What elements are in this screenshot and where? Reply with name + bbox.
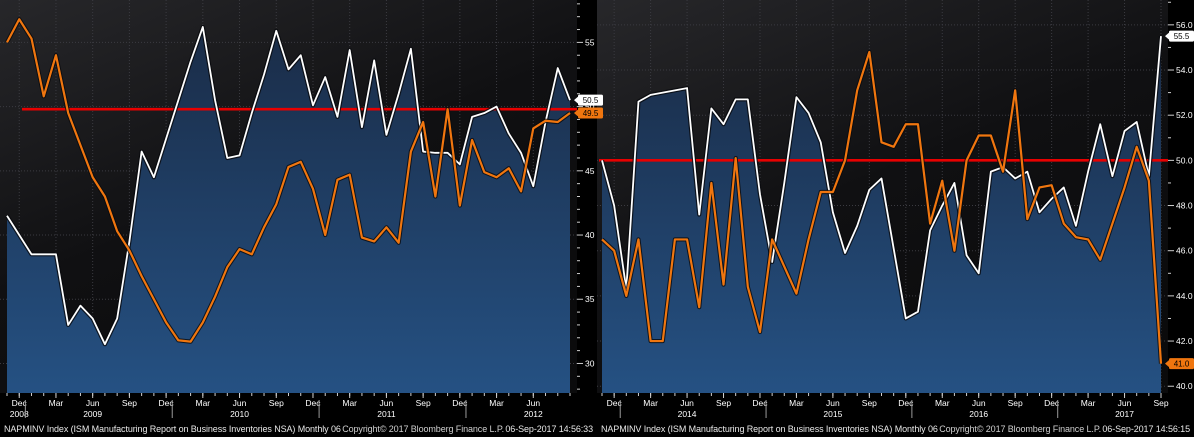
x-tick-label: Mar [643,398,658,408]
white-line [601,36,1162,320]
x-tick-label: Jun [680,398,694,408]
x-axis: Dec Mar Jun Sep Dec Mar Jun Sep Dec Mar Jun Sep Dec M… [601,393,1169,419]
last-value-badge-orange-line: 49.5 [574,107,603,119]
x-tick-label: Dec [159,398,175,408]
white-series-area [602,36,1161,393]
svg-text:41.0: 41.0 [1174,360,1190,369]
y-tick-label: 48.0 [1176,201,1193,211]
timestamp: 06-Sep-2017 14:56:15 [1102,424,1190,434]
year-label: 2012 [524,409,543,419]
x-tick-label: Mar [489,398,504,408]
x-tick-label: Jun [526,398,540,408]
x-tick-label: Dec [12,398,28,408]
white-series-area [7,26,570,394]
x-tick-label: Jun [233,398,247,408]
y-tick-label: 45 [585,166,595,176]
y-tick-label: 44.0 [1176,291,1193,301]
last-value-badge-white-line: 55.5 [1165,30,1194,42]
x-tick-label: Mar [49,398,64,408]
x-tick-label: Mar [1081,398,1096,408]
orange-line [601,50,1163,364]
y-tick-label: 50 [585,102,595,112]
y-tick-label: 42.0 [1176,336,1193,346]
x-tick-label: Dec [752,398,768,408]
ticker-description: NAPMINV Index (ISM Manufacturing Report … [601,424,938,434]
year-label: 2015 [823,409,842,419]
year-label: 2016 [969,409,988,419]
y-tick-label: 50.0 [1176,155,1193,165]
svg-text:55.5: 55.5 [1174,32,1190,41]
timestamp: 06-Sep-2017 14:56:33 [505,424,593,434]
x-tick-label: Jun [826,398,840,408]
last-value-badge-white-line: 50.5 [574,94,603,106]
x-tick-label: Jun [972,398,986,408]
y-axis: 56.0 54.0 52.0 50.0 48.0 46.0 44.0 42.0 40.0 [1168,1,1193,391]
x-axis: Dec Mar Jun Sep Dec Mar Jun Sep Dec Mar Jun Sep Dec M… [6,393,571,419]
y-tick-label: 56.0 [1176,20,1193,30]
x-tick-label: Sep [269,398,284,408]
x-tick-label: Jun [86,398,100,408]
chart-panel-left[interactable]: 55 50 45 40 35 30 Dec Mar Jun Sep Dec Mar Jun Sep Dec M… [0,0,603,437]
x-tick-label: Sep [716,398,731,408]
svg-text:49.5: 49.5 [583,109,599,118]
x-tick-label: Sep [416,398,431,408]
year-label: 2014 [678,409,697,419]
x-tick-label: Dec [607,398,623,408]
x-tick-label: Dec [898,398,914,408]
left-chart-canvas[interactable]: 55 50 45 40 35 30 Dec Mar Jun Sep Dec Mar Jun Sep Dec M… [0,0,603,421]
last-value-badge-orange-line: 41.0 [1165,358,1194,370]
x-tick-label: Sep [1008,398,1023,408]
chart-footer-right: NAPMINV Index (ISM Manufacturing Report … [597,421,1194,437]
chart-footer-left: NAPMINV Index (ISM Manufacturing Report … [0,421,597,437]
y-tick-label: 54.0 [1176,65,1193,75]
y-axis: 55 50 45 40 35 30 [577,3,595,390]
copyright-text: Copyright© 2017 Bloomberg Finance L.P. [342,424,504,434]
y-tick-label: 35 [585,294,595,304]
x-tick-label: Mar [342,398,357,408]
year-label: 2017 [1115,409,1134,419]
y-tick-label: 46.0 [1176,246,1193,256]
x-axis-strip [597,393,1194,421]
x-tick-label: Jun [380,398,394,408]
x-tick-label: Mar [935,398,950,408]
x-tick-label: Dec [452,398,468,408]
y-tick-label: 40.0 [1176,381,1193,391]
x-axis-strip [0,393,597,421]
year-label: 2011 [377,409,396,419]
y-tick-label: 52.0 [1176,110,1193,120]
orange-line [6,18,571,343]
chart-panel-right[interactable]: 56.0 54.0 52.0 50.0 48.0 46.0 44.0 42.0 40.0 Dec M… [597,0,1194,437]
y-tick-label: 40 [585,230,595,240]
year-label: 2008 [10,409,29,419]
y-tick-label: 55 [585,37,595,47]
x-tick-label: Mar [789,398,804,408]
white-line [6,26,571,346]
x-tick-label: Sep [1153,398,1168,408]
svg-text:50.5: 50.5 [583,96,599,105]
ticker-description: NAPMINV Index (ISM Manufacturing Report … [4,424,341,434]
x-tick-label: Sep [122,398,137,408]
copyright-text: Copyright© 2017 Bloomberg Finance L.P. [939,424,1101,434]
year-label: 2009 [83,409,102,419]
x-tick-label: Dec [1044,398,1060,408]
x-tick-label: Sep [862,398,877,408]
x-tick-label: Dec [305,398,321,408]
x-tick-label: Jun [1118,398,1132,408]
right-chart-canvas[interactable]: 56.0 54.0 52.0 50.0 48.0 46.0 44.0 42.0 40.0 Dec M… [597,0,1194,421]
year-label: 2010 [230,409,249,419]
x-tick-label: Mar [196,398,211,408]
y-tick-label: 30 [585,358,595,368]
